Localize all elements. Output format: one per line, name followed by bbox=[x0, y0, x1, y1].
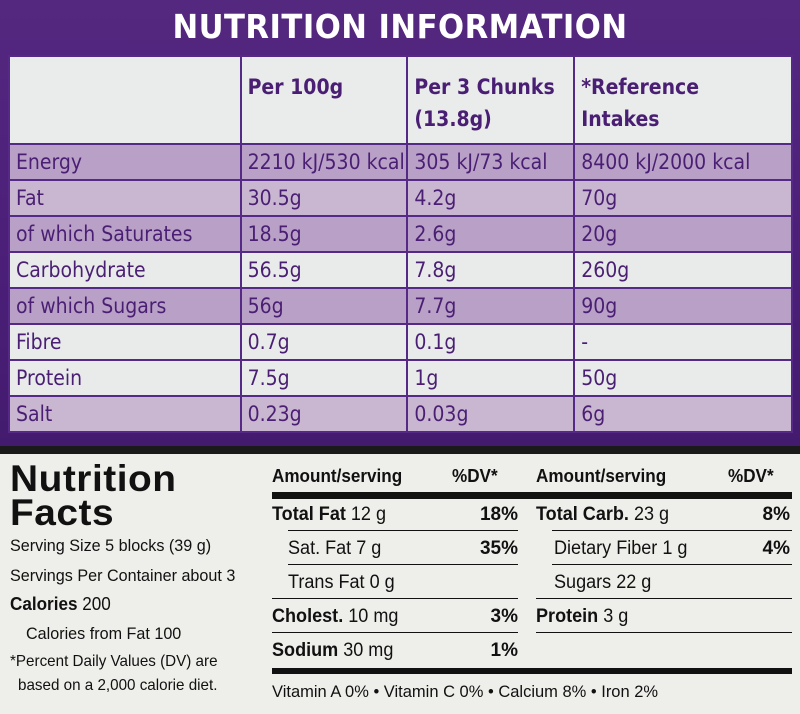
thin-rule bbox=[536, 598, 792, 599]
cell-per-100g: 2210 kJ/530 kcal bbox=[239, 143, 409, 181]
dietary-fiber-dv: 4% bbox=[762, 538, 790, 559]
calories: Calories 200 bbox=[10, 594, 111, 614]
table-row: Fibre 0.7g 0.1g - bbox=[8, 323, 793, 361]
cell-per-3-chunks: 1g bbox=[406, 359, 576, 397]
nutrition-facts-title: Nutrition Facts bbox=[10, 458, 177, 533]
table-row: of which Saturates 18.5g 2.6g 20g bbox=[8, 215, 793, 253]
cell-reference-intake: 70g bbox=[573, 179, 793, 217]
cholesterol-row: Cholest. 10 mg bbox=[272, 606, 399, 627]
sugars-row: Sugars 22 g bbox=[554, 572, 652, 593]
cell-per-100g: 0.23g bbox=[239, 395, 409, 433]
header-blank bbox=[8, 55, 242, 145]
thin-rule bbox=[272, 598, 518, 599]
cell-reference-intake: 260g bbox=[573, 251, 793, 289]
cell-reference-intake: - bbox=[573, 323, 793, 361]
table-row: Carbohydrate 56.5g 7.8g 260g bbox=[8, 251, 793, 289]
row-label: Fat bbox=[8, 179, 242, 217]
cell-per-3-chunks: 7.7g bbox=[406, 287, 576, 325]
cell-reference-intake: 6g bbox=[573, 395, 793, 433]
header-per-100g: Per 100g bbox=[239, 55, 409, 145]
cell-per-3-chunks: 305 kJ/73 kcal bbox=[406, 143, 576, 181]
table-header-row: Per 100g Per 3 Chunks (13.8g) *Reference I… bbox=[8, 55, 793, 145]
thin-rule bbox=[288, 530, 518, 531]
cell-per-100g: 7.5g bbox=[239, 359, 409, 397]
header-dv-left: %DV* bbox=[452, 466, 498, 486]
header-amount-right: Amount/serving bbox=[536, 466, 667, 486]
row-label: Fibre bbox=[8, 323, 242, 361]
table-row: Energy 2210 kJ/530 kcal 305 kJ/73 kcal 8… bbox=[8, 143, 793, 181]
panel-divider bbox=[0, 446, 800, 454]
thick-rule bbox=[272, 492, 792, 499]
total-fat-row: Total Fat 12 g bbox=[272, 504, 387, 525]
cell-per-3-chunks: 7.8g bbox=[406, 251, 576, 289]
dietary-fiber-row: Dietary Fiber 1 g bbox=[554, 538, 688, 559]
cell-per-100g: 56.5g bbox=[239, 251, 409, 289]
thin-rule bbox=[552, 564, 792, 565]
thin-rule bbox=[288, 564, 518, 565]
nutrition-information-panel: NUTRITION INFORMATION Per 100g Per 3 Chu… bbox=[0, 0, 800, 446]
cell-per-3-chunks: 0.03g bbox=[406, 395, 576, 433]
cell-per-100g: 56g bbox=[239, 287, 409, 325]
trans-fat-row: Trans Fat 0 g bbox=[288, 572, 395, 593]
sat-fat-dv: 35% bbox=[479, 538, 518, 559]
cell-per-100g: 18.5g bbox=[239, 215, 409, 253]
cell-reference-intake: 90g bbox=[573, 287, 793, 325]
row-label: Protein bbox=[8, 359, 242, 397]
thick-rule bbox=[272, 668, 792, 674]
total-carb-dv: 8% bbox=[762, 504, 790, 525]
cell-per-3-chunks: 4.2g bbox=[406, 179, 576, 217]
thin-rule bbox=[552, 530, 792, 531]
cell-per-3-chunks: 2.6g bbox=[406, 215, 576, 253]
table-row: of which Sugars 56g 7.7g 90g bbox=[8, 287, 793, 325]
nutrition-facts-panel: Nutrition Facts Serving Size 5 blocks (3… bbox=[0, 454, 800, 714]
table-row: Salt 0.23g 0.03g 6g bbox=[8, 395, 793, 433]
header-dv-right: %DV* bbox=[728, 466, 774, 486]
row-label: of which Saturates bbox=[8, 215, 242, 253]
row-label: of which Sugars bbox=[8, 287, 242, 325]
servings-per-container: Servings Per Container about 3 bbox=[10, 566, 236, 585]
thin-rule bbox=[536, 632, 792, 633]
cell-per-100g: 30.5g bbox=[239, 179, 409, 217]
row-label: Energy bbox=[8, 143, 242, 181]
header-amount-left: Amount/serving bbox=[272, 466, 403, 486]
calories-from-fat: Calories from Fat 100 bbox=[26, 624, 182, 643]
nutrition-information-table: Per 100g Per 3 Chunks (13.8g) *Reference I… bbox=[8, 55, 793, 433]
row-label: Salt bbox=[8, 395, 242, 433]
footnote-line-2: based on a 2,000 calorie diet. bbox=[18, 677, 218, 694]
nutrition-information-title: NUTRITION INFORMATION bbox=[172, 7, 628, 46]
footnote-line-1: *Percent Daily Values (DV) are bbox=[10, 653, 218, 670]
cell-per-100g: 0.7g bbox=[239, 323, 409, 361]
total-fat-dv: 18% bbox=[479, 504, 518, 525]
header-reference-intakes: *Reference Intakes bbox=[573, 55, 793, 145]
sat-fat-row: Sat. Fat 7 g bbox=[288, 538, 382, 559]
cell-reference-intake: 50g bbox=[573, 359, 793, 397]
total-carb-row: Total Carb. 23 g bbox=[536, 504, 670, 525]
cell-reference-intake: 20g bbox=[573, 215, 793, 253]
table-row: Fat 30.5g 4.2g 70g bbox=[8, 179, 793, 217]
sodium-row: Sodium 30 mg bbox=[272, 640, 394, 661]
cell-per-3-chunks: 0.1g bbox=[406, 323, 576, 361]
sodium-dv: 1% bbox=[490, 640, 518, 661]
cholesterol-dv: 3% bbox=[490, 606, 518, 627]
table-row: Protein 7.5g 1g 50g bbox=[8, 359, 793, 397]
header-per-3-chunks: Per 3 Chunks (13.8g) bbox=[406, 55, 576, 145]
protein-row: Protein 3 g bbox=[536, 606, 629, 627]
cell-reference-intake: 8400 kJ/2000 kcal bbox=[573, 143, 793, 181]
thin-rule bbox=[272, 632, 518, 633]
row-label: Carbohydrate bbox=[8, 251, 242, 289]
vitamins-line: Vitamin A 0% • Vitamin C 0% • Calcium 8%… bbox=[272, 682, 659, 701]
serving-size: Serving Size 5 blocks (39 g) bbox=[10, 536, 212, 555]
